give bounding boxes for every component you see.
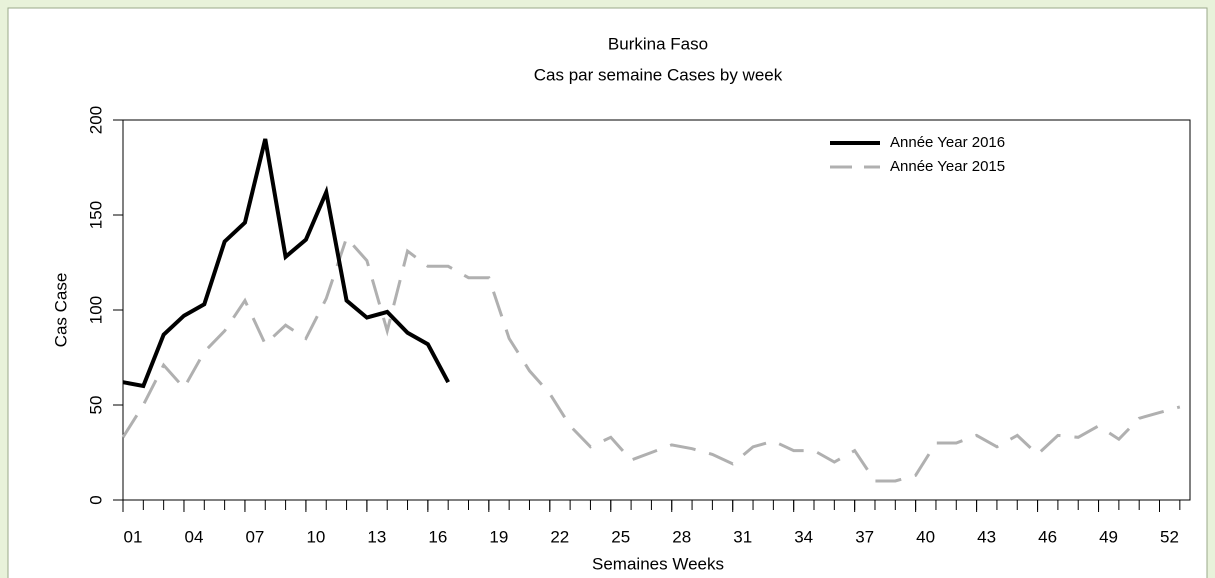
y-tick-label: 150 xyxy=(86,201,105,229)
legend-label: Année Year 2015 xyxy=(890,158,1005,175)
x-tick-label: 19 xyxy=(489,527,508,546)
x-tick-label: 25 xyxy=(611,527,630,546)
chart-title: Burkina Faso xyxy=(608,34,708,53)
panel xyxy=(7,7,1208,578)
x-tick-label: 10 xyxy=(306,527,325,546)
x-tick-label: 31 xyxy=(733,527,752,546)
x-tick-label: 07 xyxy=(245,527,264,546)
y-axis-label: Cas Case xyxy=(51,273,70,348)
x-tick-label: 04 xyxy=(185,527,204,546)
x-tick-label: 37 xyxy=(855,527,874,546)
x-tick-label: 01 xyxy=(124,527,143,546)
x-tick-label: 13 xyxy=(367,527,386,546)
legend-label: Année Year 2016 xyxy=(890,134,1005,151)
series-line xyxy=(121,234,1181,483)
x-tick-label: 22 xyxy=(550,527,569,546)
x-tick-label: 43 xyxy=(977,527,996,546)
y-tick-label: 200 xyxy=(86,106,105,134)
x-tick-label: 34 xyxy=(794,527,813,546)
x-tick-label: 40 xyxy=(916,527,935,546)
x-tick-label: 46 xyxy=(1038,527,1057,546)
x-tick-label: 49 xyxy=(1099,527,1118,546)
chart-subtitle: Cas par semaine Cases by week xyxy=(534,65,783,84)
x-tick-label: 52 xyxy=(1160,527,1179,546)
x-tick-label: 28 xyxy=(672,527,691,546)
y-tick-label: 50 xyxy=(86,396,105,415)
y-tick-label: 0 xyxy=(86,495,105,504)
x-tick-label: 16 xyxy=(428,527,447,546)
x-axis-label: Semaines Weeks xyxy=(592,554,724,573)
series-line xyxy=(122,138,450,389)
y-tick-label: 100 xyxy=(86,296,105,324)
